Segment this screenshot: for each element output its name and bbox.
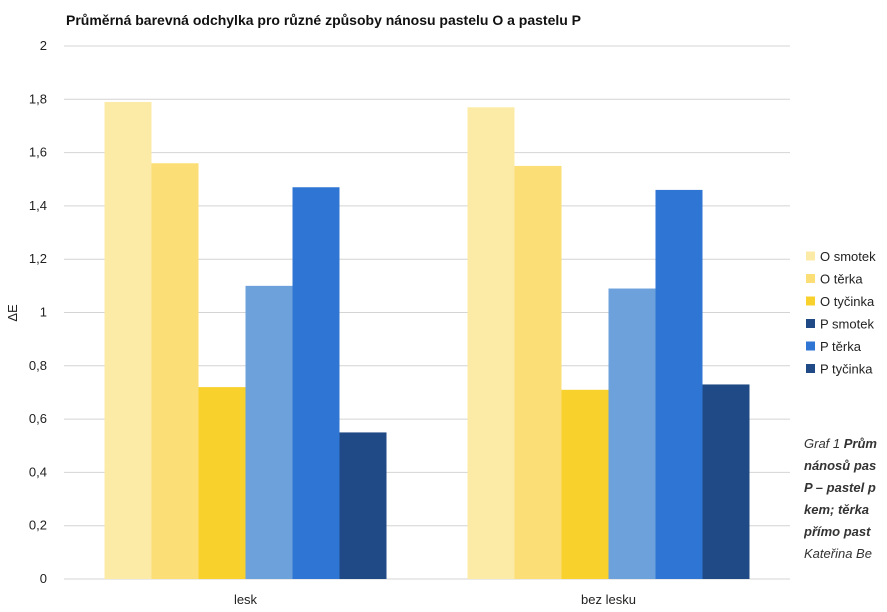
legend-label: O tyčinka: [820, 294, 875, 309]
bar: [104, 101, 152, 579]
legend-label: P tyčinka: [820, 362, 873, 377]
legend-swatch: [806, 319, 815, 328]
y-tick-label: 1,2: [29, 251, 47, 266]
bar: [245, 285, 293, 579]
caption-line-4: kem; těrka: [804, 502, 870, 517]
legend-swatch: [806, 296, 815, 306]
bar: [702, 384, 750, 579]
bar: [292, 187, 340, 579]
y-tick-labels: 0 0,2 0,4 0,6 0,8 1 1,2 1,4 1,6 1,8 2: [29, 38, 47, 586]
caption-bold: Prům: [843, 436, 877, 451]
bar: [655, 189, 703, 579]
bar: [514, 165, 562, 580]
legend-swatch: [806, 364, 815, 373]
y-axis-label: ΔE: [5, 304, 20, 322]
caption-line-3: P – pastel p: [804, 480, 876, 495]
bar: [198, 387, 246, 579]
caption-line-6: Kateřina Be: [804, 546, 872, 561]
y-tick-label: 0,8: [29, 358, 47, 373]
bar: [151, 163, 199, 579]
legend-label: O smotek: [820, 249, 876, 264]
legend: O smotek O těrka O tyčinka P smotek P těrka P…: [806, 249, 876, 377]
category-labels: lesk bez lesku: [234, 592, 636, 607]
caption-prefix: Graf 1: [804, 436, 844, 451]
caption-line-5: přímo past: [804, 524, 871, 539]
y-tick-label: 1,4: [29, 198, 47, 213]
legend-swatch: [806, 274, 815, 283]
bar: [339, 432, 387, 579]
caption-line-2: nánosů pas: [804, 458, 877, 473]
legend-swatch: [806, 251, 815, 261]
y-tick-label: 2: [40, 38, 47, 53]
bar: [608, 288, 656, 579]
bar: [467, 107, 515, 580]
y-tick-label: 0,6: [29, 411, 47, 426]
y-tick-label: 1: [40, 305, 47, 320]
y-tick-label: 0,2: [29, 518, 47, 533]
legend-swatch: [806, 341, 815, 351]
y-tick-label: 1,8: [29, 91, 47, 106]
y-tick-label: 0: [40, 571, 47, 586]
x-category-label: lesk: [234, 592, 258, 607]
y-tick-label: 1,6: [29, 145, 47, 160]
legend-label: P těrka: [820, 339, 862, 354]
chart-title: Průměrná barevná odchylka pro různé způs…: [66, 12, 581, 28]
x-category-label: bez lesku: [581, 592, 636, 607]
legend-label: O těrka: [820, 272, 863, 287]
legend-label: P smotek: [820, 317, 874, 332]
bar: [561, 389, 609, 579]
y-tick-label: 0,4: [29, 464, 47, 479]
figure-caption: Graf 1 Prům nánosů pas P – pastel p kem;…: [804, 433, 887, 565]
bars: [104, 101, 750, 580]
